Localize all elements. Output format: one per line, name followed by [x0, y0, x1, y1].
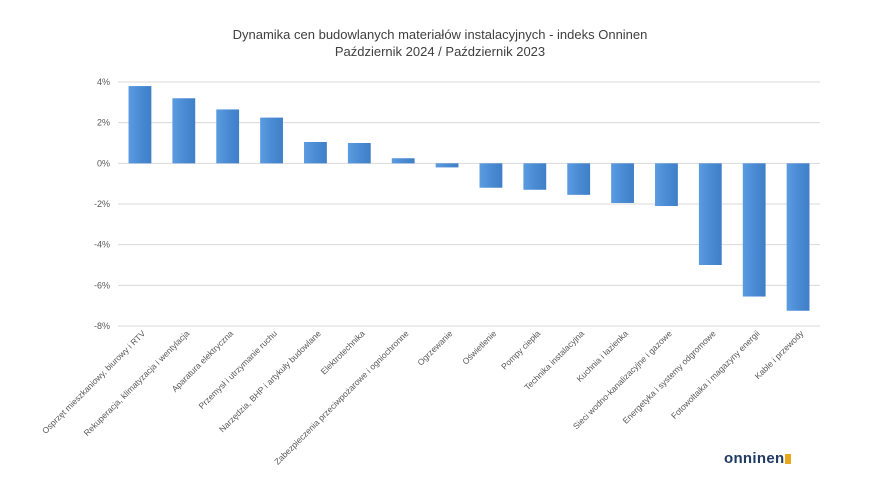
bar	[742, 163, 766, 297]
bars	[128, 86, 810, 311]
chart-subtitle: Październik 2024 / Październik 2023	[334, 44, 546, 59]
y-tick-label: 4%	[97, 77, 110, 87]
x-tick-label: Ogrzewanie	[415, 328, 454, 367]
bar	[435, 163, 459, 168]
x-tick-label: Oświetlenie	[460, 328, 498, 366]
logo-mark-icon	[785, 454, 792, 464]
bar	[216, 109, 240, 164]
bar	[304, 141, 327, 164]
bar	[347, 143, 371, 164]
x-tick-label: Energetyka i systemy odgromowe	[620, 328, 717, 425]
y-tick-label: -2%	[94, 199, 110, 209]
bar	[786, 163, 810, 311]
bar	[128, 86, 152, 164]
y-tick-label: -6%	[94, 280, 110, 290]
bar	[567, 163, 591, 195]
bar	[391, 158, 415, 164]
x-tick-label: Fotowoltaika i magazyny energii	[669, 328, 762, 421]
bar	[655, 163, 678, 207]
onninen-logo: onninen	[724, 450, 792, 467]
bar	[479, 163, 503, 188]
y-tick-label: -4%	[94, 240, 110, 250]
y-axis-ticks: 4% 2% 0% -2% -4% -6% -8%	[94, 77, 110, 331]
chart-title-block: Dynamika cen budowlanych materiałów inst…	[0, 26, 880, 60]
logo-text: onninen	[724, 450, 785, 467]
y-tick-label: 2%	[97, 118, 110, 128]
bar	[698, 163, 722, 265]
bar	[523, 163, 547, 190]
y-tick-label: -8%	[94, 321, 110, 331]
y-tick-label: 0%	[97, 158, 110, 168]
x-tick-label: Przemysł i utrzymanie ruchu	[196, 328, 279, 411]
chart-title: Dynamika cen budowlanych materiałów inst…	[232, 27, 648, 42]
x-tick-label: Elektrotechnika	[319, 328, 367, 376]
x-axis-labels: Osprzęt mieszkaniowy, biurowy i RTVRekup…	[40, 328, 806, 467]
bar	[260, 117, 283, 164]
bar	[611, 163, 634, 203]
x-tick-label: Pompy ciepła	[499, 328, 542, 371]
bar	[172, 98, 196, 164]
